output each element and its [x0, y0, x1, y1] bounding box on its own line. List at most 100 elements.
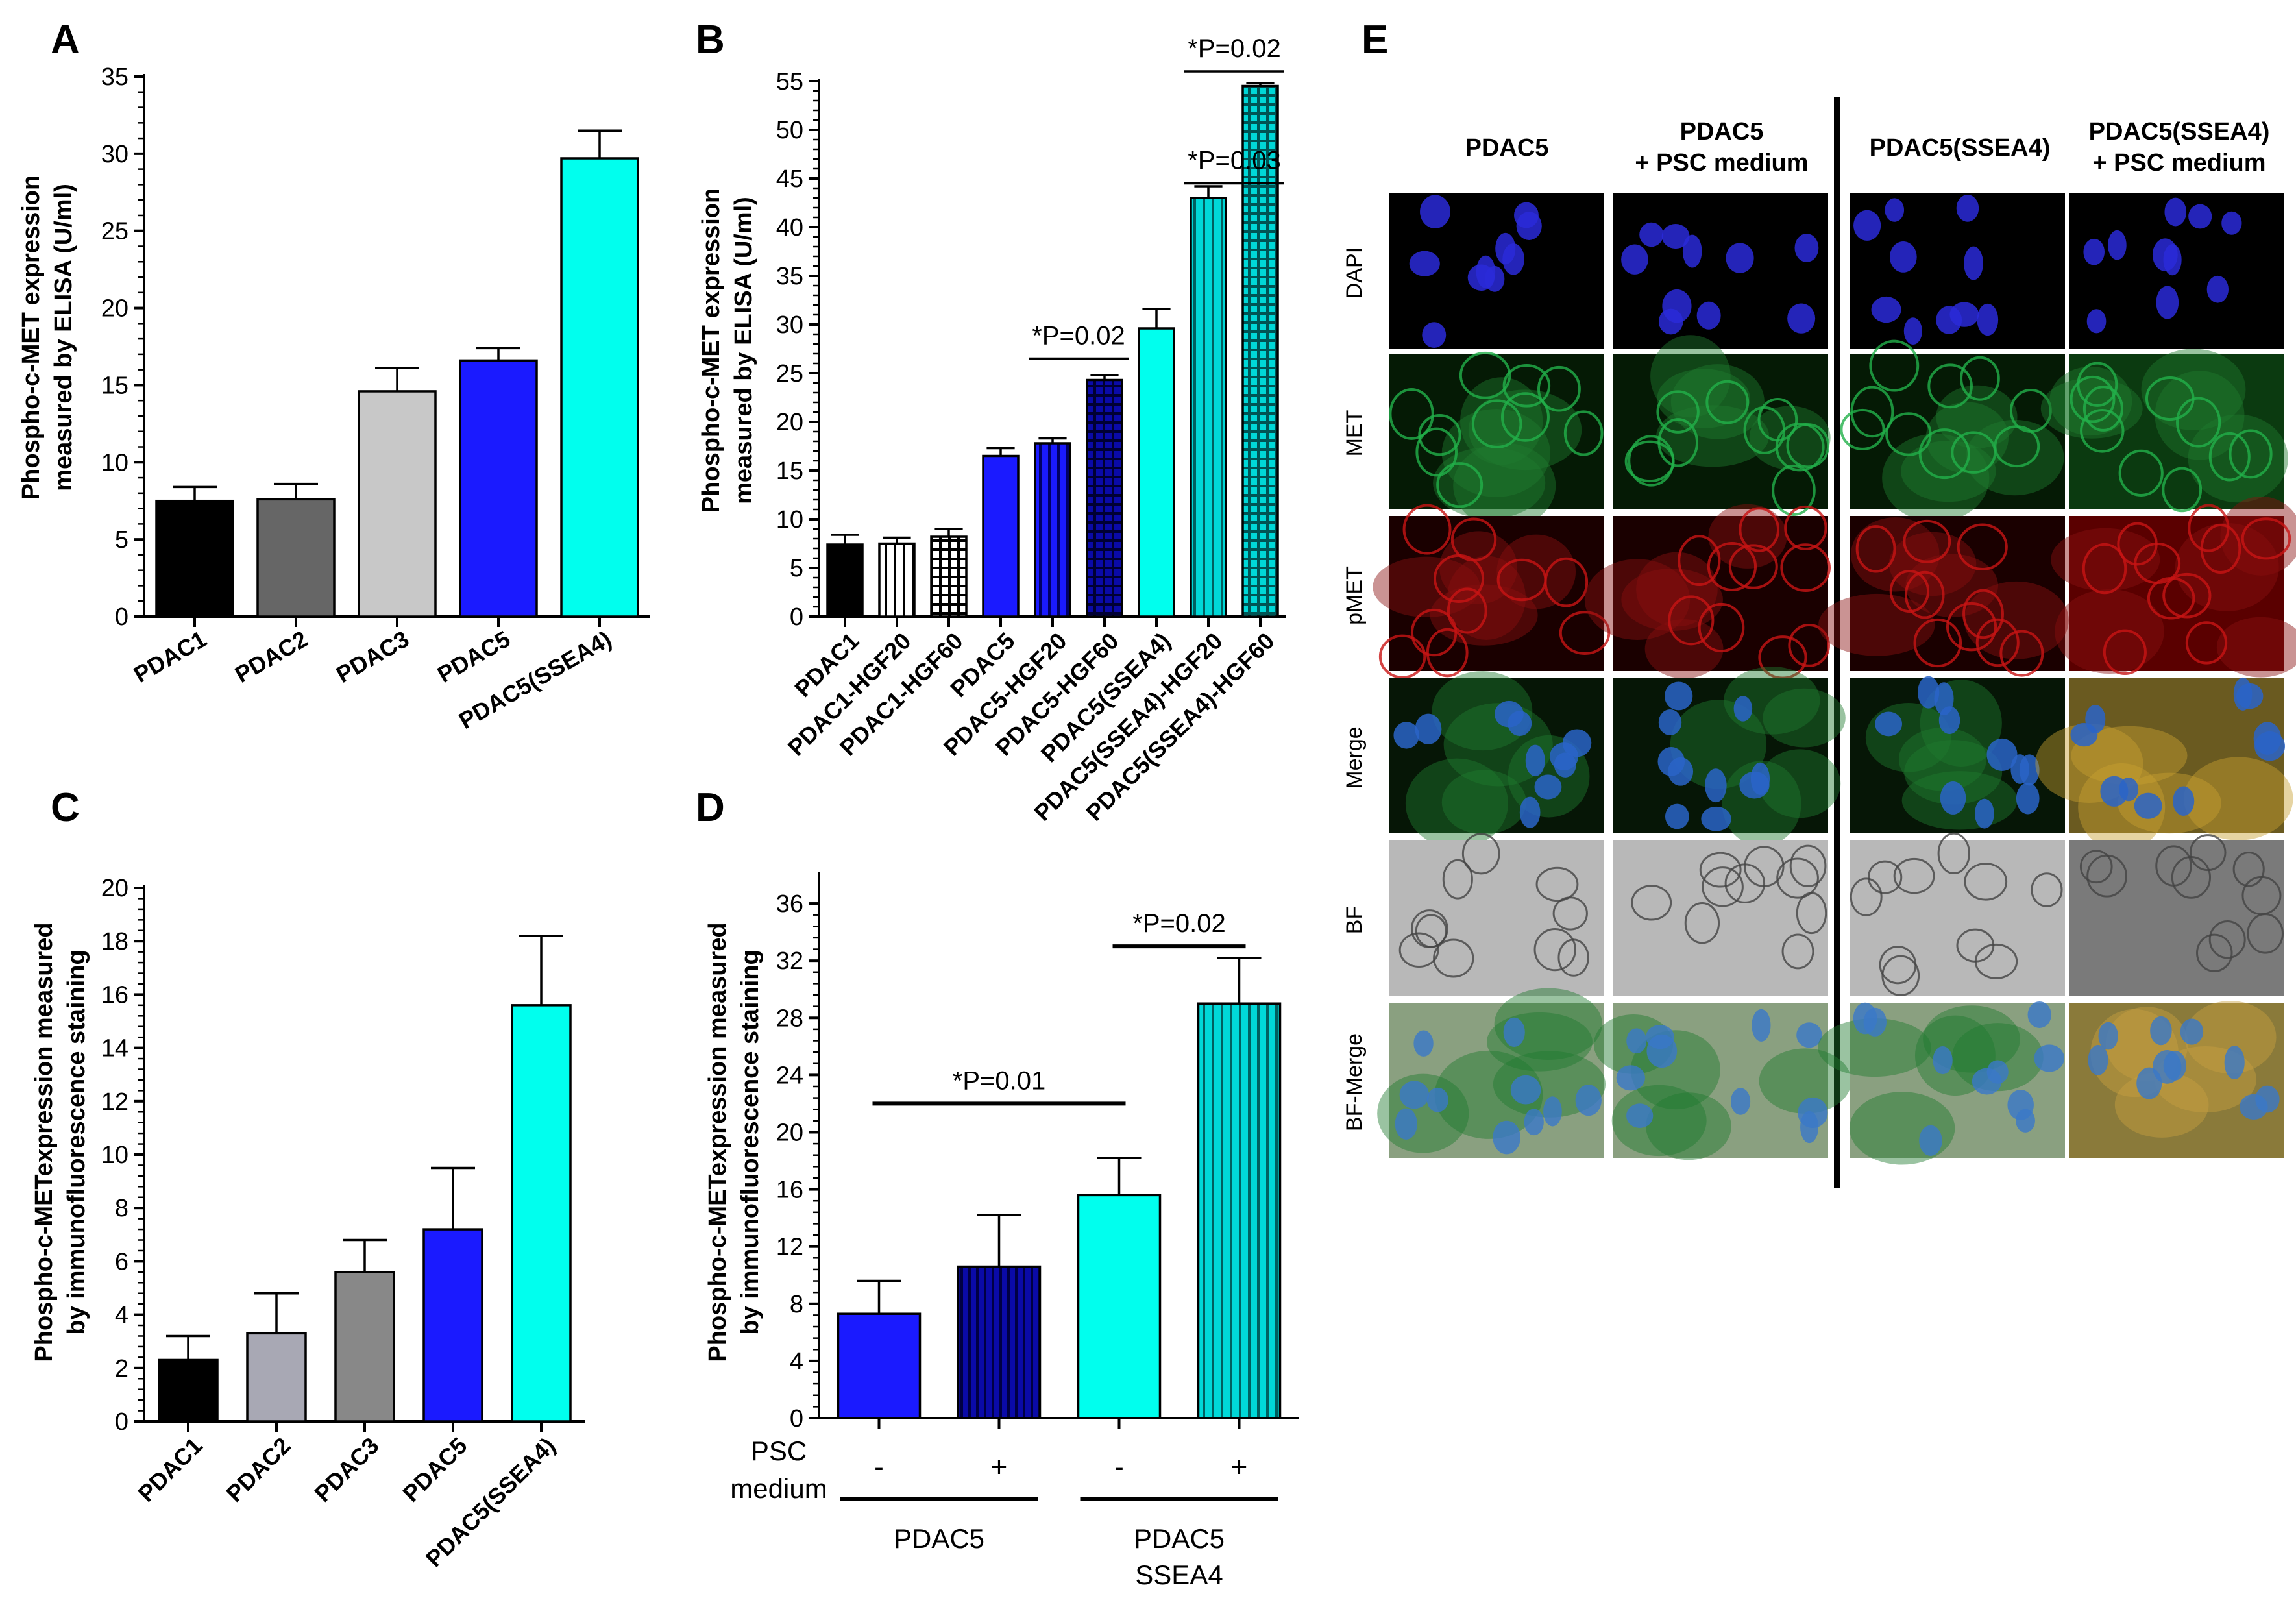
- nucleus: [1395, 1108, 1417, 1140]
- micrograph-tile: [1389, 833, 1604, 996]
- micrograph-tile: [1840, 339, 2065, 522]
- group-label: SSEA4: [1135, 1560, 1223, 1590]
- micrograph-tile: [1389, 351, 1604, 528]
- cell-cytoplasm: [1636, 552, 1718, 627]
- cell-outline: [1869, 339, 1920, 392]
- cell-outline: [1781, 933, 1814, 970]
- cell-outline: [2162, 572, 2212, 619]
- micrograph-tile: [1377, 988, 1606, 1158]
- cell-cytoplasm: [1584, 559, 1691, 640]
- micrograph-tile: [1613, 193, 1828, 349]
- cell-outline: [1775, 423, 1825, 472]
- bar: [957, 1265, 1042, 1419]
- tile-background: [1850, 1003, 2065, 1158]
- cell-outline: [1918, 428, 1970, 480]
- x-tick-label: PDAC3: [332, 626, 413, 689]
- cell-cytoplasm: [1487, 1012, 1593, 1072]
- x-tick-label: -: [874, 1451, 884, 1483]
- y-tick-label: 4: [115, 1302, 128, 1329]
- bar: [256, 498, 336, 618]
- cell-outline: [1418, 413, 1461, 456]
- cell-cytoplasm: [1708, 504, 1787, 569]
- cell-outline: [1415, 914, 1447, 948]
- cell-cytoplasm: [2118, 772, 2221, 834]
- nucleus: [2027, 1001, 2051, 1028]
- cell-outline: [2196, 933, 2233, 972]
- y-tick-label: 14: [101, 1035, 128, 1062]
- cell-outline: [1951, 431, 1997, 474]
- chart-a: 0 5 10 15 20 25 30 35 Phospho-c-MET expression me…: [18, 64, 650, 734]
- y-tick-label: 10: [101, 1142, 128, 1169]
- cell-cytoplasm: [1496, 534, 1576, 609]
- cell-cytoplasm: [1670, 364, 1765, 439]
- bar: [1138, 327, 1175, 618]
- cell-outline: [1788, 623, 1830, 667]
- nucleus: [2206, 275, 2229, 303]
- cell-outline: [1447, 587, 1487, 634]
- cell-cytoplasm: [2184, 1001, 2277, 1074]
- tile-background: [2069, 840, 2284, 996]
- cell-cytoplasm: [1405, 758, 1509, 848]
- cell-outline: [1946, 602, 1997, 652]
- tile-background: [1389, 840, 1604, 996]
- cell-outline: [2155, 845, 2192, 887]
- cell-cytoplasm: [1759, 1048, 1851, 1114]
- nucleus: [1974, 798, 1994, 829]
- bar: [459, 359, 538, 618]
- cell-outline: [1960, 356, 2000, 401]
- cell-outline: [1684, 902, 1720, 944]
- nucleus: [2016, 782, 2040, 815]
- cell-outline: [2031, 872, 2063, 907]
- y-tick-label: 6: [115, 1248, 128, 1275]
- y-tick-label: 5: [115, 526, 128, 554]
- cell-cytoplasm: [1611, 1085, 1707, 1157]
- cell-outline: [2103, 629, 2147, 676]
- nucleus: [2108, 230, 2127, 260]
- y-tick-label: 2: [115, 1355, 128, 1382]
- y-tick-label: 30: [776, 312, 803, 339]
- cell-cytoplasm: [1849, 1092, 1955, 1165]
- nucleus: [1525, 744, 1545, 777]
- cell-cytoplasm: [2155, 371, 2245, 460]
- y-axis-label: Phospho-c-METexpression measured: [31, 922, 58, 1362]
- micrograph-tile: [1613, 335, 1831, 517]
- cell-outline: [2118, 449, 2164, 497]
- tile-background: [1613, 516, 1828, 671]
- nucleus: [2098, 1022, 2118, 1050]
- nucleus: [1495, 232, 1516, 265]
- cell-cytoplasm: [1650, 335, 1731, 418]
- cell-outline: [1678, 535, 1721, 587]
- micrograph-tile: [2035, 677, 2293, 852]
- row-label: MET: [1342, 410, 1367, 457]
- row-label: BF: [1342, 906, 1367, 934]
- cell-cytoplasm: [1441, 770, 1526, 835]
- psc-medium-label: PSC: [751, 1436, 807, 1466]
- cell-cytoplasm: [1818, 1018, 1931, 1077]
- y-tick-label: 0: [115, 1408, 128, 1436]
- nucleus: [1705, 768, 1727, 803]
- nucleus: [1621, 244, 1648, 275]
- cell-outline: [1378, 634, 1426, 679]
- y-tick-label: 15: [776, 458, 803, 485]
- cell-outline: [1535, 866, 1579, 902]
- cell-cytoplasm: [2184, 757, 2293, 840]
- bar: [930, 535, 968, 618]
- x-tick-label: PDAC5: [433, 626, 515, 689]
- cell-outline: [1784, 505, 1827, 550]
- nucleus: [2180, 1018, 2204, 1045]
- y-tick-label: 25: [101, 218, 128, 245]
- bar: [334, 1271, 395, 1423]
- micrograph-tile: [1389, 193, 1604, 349]
- nucleus: [2088, 1044, 2108, 1075]
- cell-cytoplasm: [2071, 726, 2188, 785]
- nucleus: [1796, 1022, 1822, 1048]
- nucleus: [1903, 317, 1922, 345]
- cell-outline: [1461, 833, 1500, 875]
- row-label: DAPI: [1342, 247, 1367, 299]
- x-tick-label: PDAC3: [309, 1432, 384, 1507]
- cell-outline: [1668, 595, 1715, 646]
- y-tick-label: 20: [101, 295, 128, 323]
- nucleus: [2150, 1016, 2172, 1046]
- cell-outline: [1707, 541, 1757, 591]
